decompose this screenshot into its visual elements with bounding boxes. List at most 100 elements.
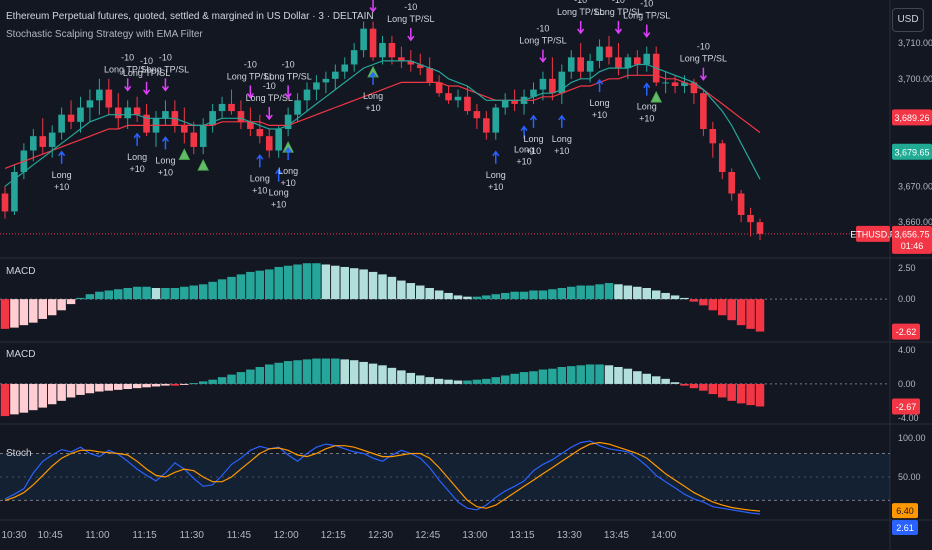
- symbol-badge: ETHUSD.P: [850, 229, 896, 239]
- candle: [577, 57, 584, 72]
- price-badge: 3,689.26: [894, 113, 929, 123]
- macd2-bar: [378, 365, 387, 384]
- macd2-bar: [387, 367, 397, 384]
- macd1-bar: [425, 288, 434, 300]
- long-exit-arrow: [284, 85, 292, 99]
- macd1-bar: [633, 286, 642, 300]
- macd1-bar: [604, 283, 614, 300]
- macd2-bar: [47, 383, 57, 405]
- long-entry-label: Long: [514, 145, 534, 155]
- long-exit-label: Long TP/SL: [227, 72, 274, 82]
- macd2-bar: [132, 383, 142, 389]
- long-entry-qty: +10: [526, 146, 541, 156]
- macd1-bar: [331, 265, 340, 300]
- long-exit-label: Long TP/SL: [142, 64, 189, 74]
- candle: [586, 60, 594, 72]
- candle: [218, 103, 226, 112]
- macd1-bar: [321, 264, 331, 300]
- macd1-title: MACD: [6, 266, 35, 277]
- candle: [209, 111, 216, 126]
- candle: [313, 82, 320, 90]
- candle: [634, 57, 641, 65]
- long-exit-arrow: [246, 85, 254, 99]
- macd1-bar: [529, 290, 538, 300]
- macd2-bar: [114, 383, 123, 390]
- macd1-bar: [255, 270, 265, 300]
- long-entry-label: Long: [552, 134, 572, 144]
- time-axis-tick: 10:30: [1, 530, 26, 541]
- buy-triangle: [650, 90, 662, 103]
- candle: [341, 64, 349, 72]
- macd1-bar: [708, 299, 718, 311]
- macd1-bar: [283, 265, 293, 300]
- candle: [530, 89, 537, 97]
- long-exit-qty: -10: [640, 0, 653, 9]
- long-entry-label: Long: [486, 170, 506, 180]
- long-entry-qty: +10: [516, 157, 531, 167]
- macd2-bar: [76, 383, 85, 395]
- macd1-bar: [114, 289, 123, 300]
- currency-button[interactable]: USD: [892, 8, 924, 32]
- macd2-bar: [321, 358, 331, 384]
- macd1-bar: [0, 299, 10, 329]
- candle: [709, 129, 717, 144]
- macd2-value-badge-bg: [892, 398, 920, 415]
- symbol-title: Ethereum Perpetual futures, quoted, sett…: [6, 11, 374, 22]
- macd1-bar: [623, 285, 633, 300]
- long-entry-arrow: [58, 150, 66, 164]
- macd1-value-badge: -2.62: [896, 327, 917, 337]
- candle: [114, 107, 122, 119]
- candle: [181, 125, 188, 133]
- candle: [483, 118, 490, 133]
- macd1-bar: [453, 295, 463, 300]
- long-exit-qty: -10: [536, 24, 549, 34]
- candle: [294, 100, 301, 115]
- macd2-bar: [255, 367, 265, 384]
- stoch-d-badge-bg: [892, 503, 918, 519]
- long-exit-label: Long TP/SL: [680, 54, 727, 64]
- macd1-bar: [132, 286, 142, 300]
- time-axis-tick: 13:15: [510, 530, 535, 541]
- stoch-axis-tick: 50.00: [898, 472, 921, 482]
- macd2-title: MACD: [6, 349, 35, 360]
- candle: [643, 53, 651, 65]
- long-exit-arrow: [577, 21, 585, 35]
- long-entry-qty: +10: [554, 146, 569, 156]
- macd2-bar: [453, 380, 463, 384]
- macd1-bar: [274, 266, 283, 300]
- macd2-bar: [472, 379, 482, 384]
- macd1-axis-tick: 0.00: [898, 294, 916, 304]
- candle: [30, 136, 37, 151]
- long-exit-label: Long TP/SL: [264, 72, 311, 82]
- macd2-bar: [340, 359, 349, 384]
- time-axis-tick: 10:45: [38, 530, 63, 541]
- macd2-axis-tick: 0.00: [898, 379, 916, 389]
- macd2-value-badge: -2.67: [896, 402, 917, 412]
- macd1-bar: [614, 284, 623, 300]
- macd2-bar: [104, 383, 114, 391]
- price-badge: 3,679.65: [894, 147, 929, 157]
- long-exit-arrow: [699, 67, 707, 81]
- buy-triangle: [197, 158, 209, 171]
- long-entry-arrow: [529, 114, 538, 128]
- candle: [360, 28, 367, 51]
- stoch-d-line: [4, 441, 761, 512]
- long-exit-qty: -10: [697, 42, 710, 52]
- macd2-bar: [614, 367, 623, 384]
- candle: [615, 57, 622, 69]
- macd1-bar: [236, 274, 246, 300]
- time-axis-tick: 13:45: [604, 530, 629, 541]
- candle: [671, 82, 679, 86]
- candle: [96, 89, 103, 101]
- macd1-value-badge-bg: [892, 323, 920, 340]
- candle: [700, 93, 707, 129]
- macd1-bar: [397, 280, 406, 300]
- long-entry-arrow: [492, 150, 500, 164]
- time-axis-tick: 11:15: [132, 530, 157, 541]
- candle: [48, 132, 56, 147]
- macd1-bar: [444, 292, 453, 300]
- long-entry-qty: +10: [280, 178, 295, 188]
- time-axis-tick: 11:30: [180, 530, 205, 541]
- long-entry-label: Long: [278, 166, 298, 176]
